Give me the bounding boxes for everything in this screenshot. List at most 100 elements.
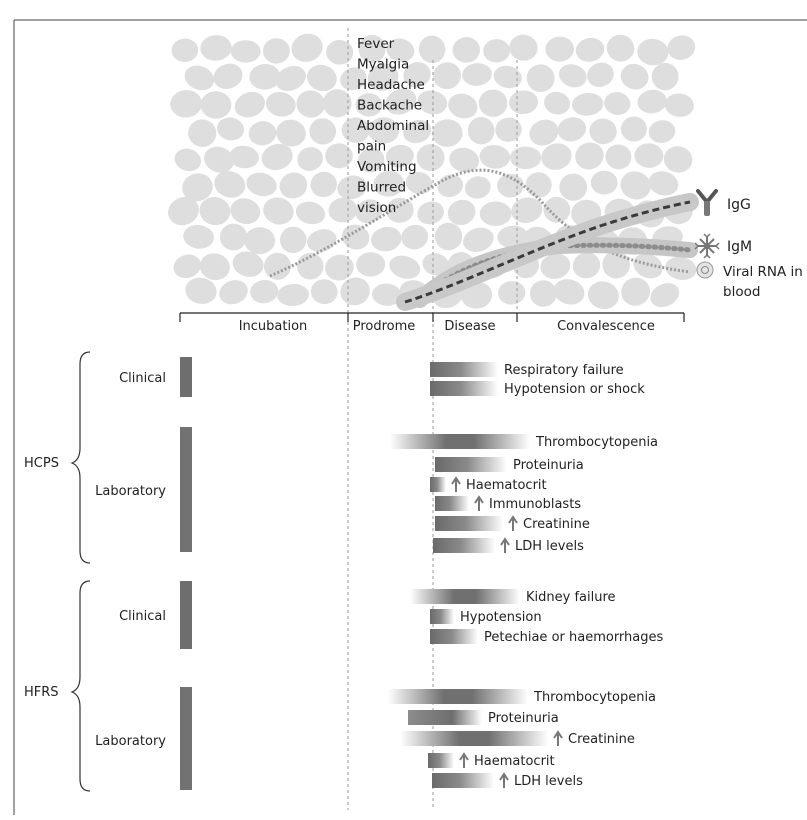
group-label-laboratory: Laboratory (95, 484, 166, 499)
background-cell (416, 144, 445, 172)
background-cell (185, 277, 217, 304)
background-cell (525, 172, 552, 198)
background-cell (385, 144, 414, 168)
background-cell (529, 280, 557, 307)
up-arrow-icon (553, 730, 563, 746)
background-cell (173, 254, 201, 279)
group-label-laboratory: Laboratory (95, 734, 166, 749)
background-cell (249, 63, 281, 90)
label-hcps-proteinuria: Proteinuria (513, 458, 584, 473)
bar-hfrs-creatinine (400, 731, 548, 746)
background-cell (355, 93, 383, 117)
background-cell (493, 65, 522, 89)
background-cell (602, 250, 631, 279)
bar-hcps-proteinuria (435, 457, 507, 472)
background-cell (605, 144, 632, 170)
symptom-label: vision (357, 200, 396, 216)
background-cell (295, 201, 326, 225)
background-cell (497, 173, 524, 198)
background-cell (170, 90, 202, 118)
antibody-icon (696, 189, 718, 216)
background-cell (432, 119, 463, 147)
background-cell (389, 255, 421, 279)
symptom-label: Fever (357, 36, 395, 52)
up-arrow-icon (499, 772, 509, 788)
background-cell (214, 171, 246, 198)
background-cell (541, 143, 572, 170)
background-cell (437, 174, 464, 198)
background-cell (572, 92, 604, 116)
timeline-axis (179, 312, 685, 322)
background-cell (307, 229, 337, 252)
background-cell (200, 35, 232, 61)
background-cell (250, 279, 279, 304)
background-cell (171, 38, 199, 63)
background-cell (575, 37, 605, 62)
background-cell (418, 35, 446, 64)
background-cell (229, 145, 259, 169)
background-cell (461, 281, 493, 309)
background-cell (368, 117, 400, 144)
label-hfrs-ldh-levels: LDH levels (514, 774, 583, 789)
background-cell (188, 119, 217, 148)
bar-hcps-ldh-levels (433, 538, 495, 553)
background-cell (463, 227, 494, 252)
background-cell (322, 89, 352, 118)
bar-hcps-thrombocytopenia (390, 434, 530, 449)
up-arrow-icon (500, 537, 510, 553)
phase-label-convalescence: Convalescence (557, 319, 655, 334)
background-cell (543, 196, 571, 223)
hcps-clinical-bar (180, 357, 192, 397)
background-cell (355, 199, 383, 224)
background-cell (325, 143, 353, 169)
background-cell (433, 62, 461, 90)
label-hfrs-creatinine: Creatinine (568, 732, 635, 747)
background-cell (637, 89, 667, 114)
background-cell (184, 65, 215, 91)
background-cell (422, 253, 450, 276)
background-cell (265, 91, 296, 117)
igg-legend-label: IgG (727, 197, 751, 213)
label-hfrs-thrombocytopenia: Thrombocytopenia (533, 690, 656, 705)
bar-hfrs-kidney-failure (410, 589, 520, 604)
hfrs-laboratory-bar (180, 687, 192, 790)
symptom-label: Headache (357, 77, 425, 93)
background-cell (358, 34, 386, 63)
background-cell (277, 283, 309, 307)
label-hfrs-haematocrit: Haematocrit (474, 754, 555, 769)
label-hcps-hypotension-or-shock: Hypotension or shock (504, 382, 645, 397)
background-cell (589, 118, 617, 145)
label-hfrs-petechiae-or-haemorrhages: Petechiae or haemorrhages (484, 630, 664, 645)
up-arrow-icon (459, 752, 469, 768)
igm-legend-label: IgM (727, 239, 752, 255)
background-cell (174, 148, 202, 172)
background-cell (262, 38, 290, 64)
background-cell (498, 281, 526, 305)
background-cell (183, 224, 214, 249)
background-cell (464, 176, 491, 199)
background-cell (540, 253, 571, 279)
background-cell (264, 252, 291, 280)
background-cell (403, 62, 431, 88)
syndrome-label-hcps: HCPS (24, 456, 59, 471)
background-cell (637, 38, 669, 66)
phase-label-incubation: Incubation (239, 319, 308, 334)
symptom-label: Vomiting (357, 159, 417, 175)
background-cell (291, 33, 323, 62)
bar-hfrs-thrombocytopenia (388, 689, 528, 704)
igg-curve (404, 200, 691, 304)
up-arrow-icon (451, 476, 461, 492)
background-cell (664, 93, 694, 117)
background-cell (279, 226, 307, 254)
bar-hcps-immunoblasts (435, 496, 469, 511)
background-cell (219, 223, 248, 251)
background-cell (620, 171, 651, 200)
label-hcps-immunoblasts: Immunoblasts (489, 497, 581, 512)
background-cell (306, 64, 337, 92)
label-hcps-respiratory-failure: Respiratory failure (504, 363, 624, 378)
background-cell (633, 253, 663, 279)
background-cell (371, 226, 402, 252)
background-cell (447, 199, 476, 226)
background-cell (199, 197, 231, 226)
